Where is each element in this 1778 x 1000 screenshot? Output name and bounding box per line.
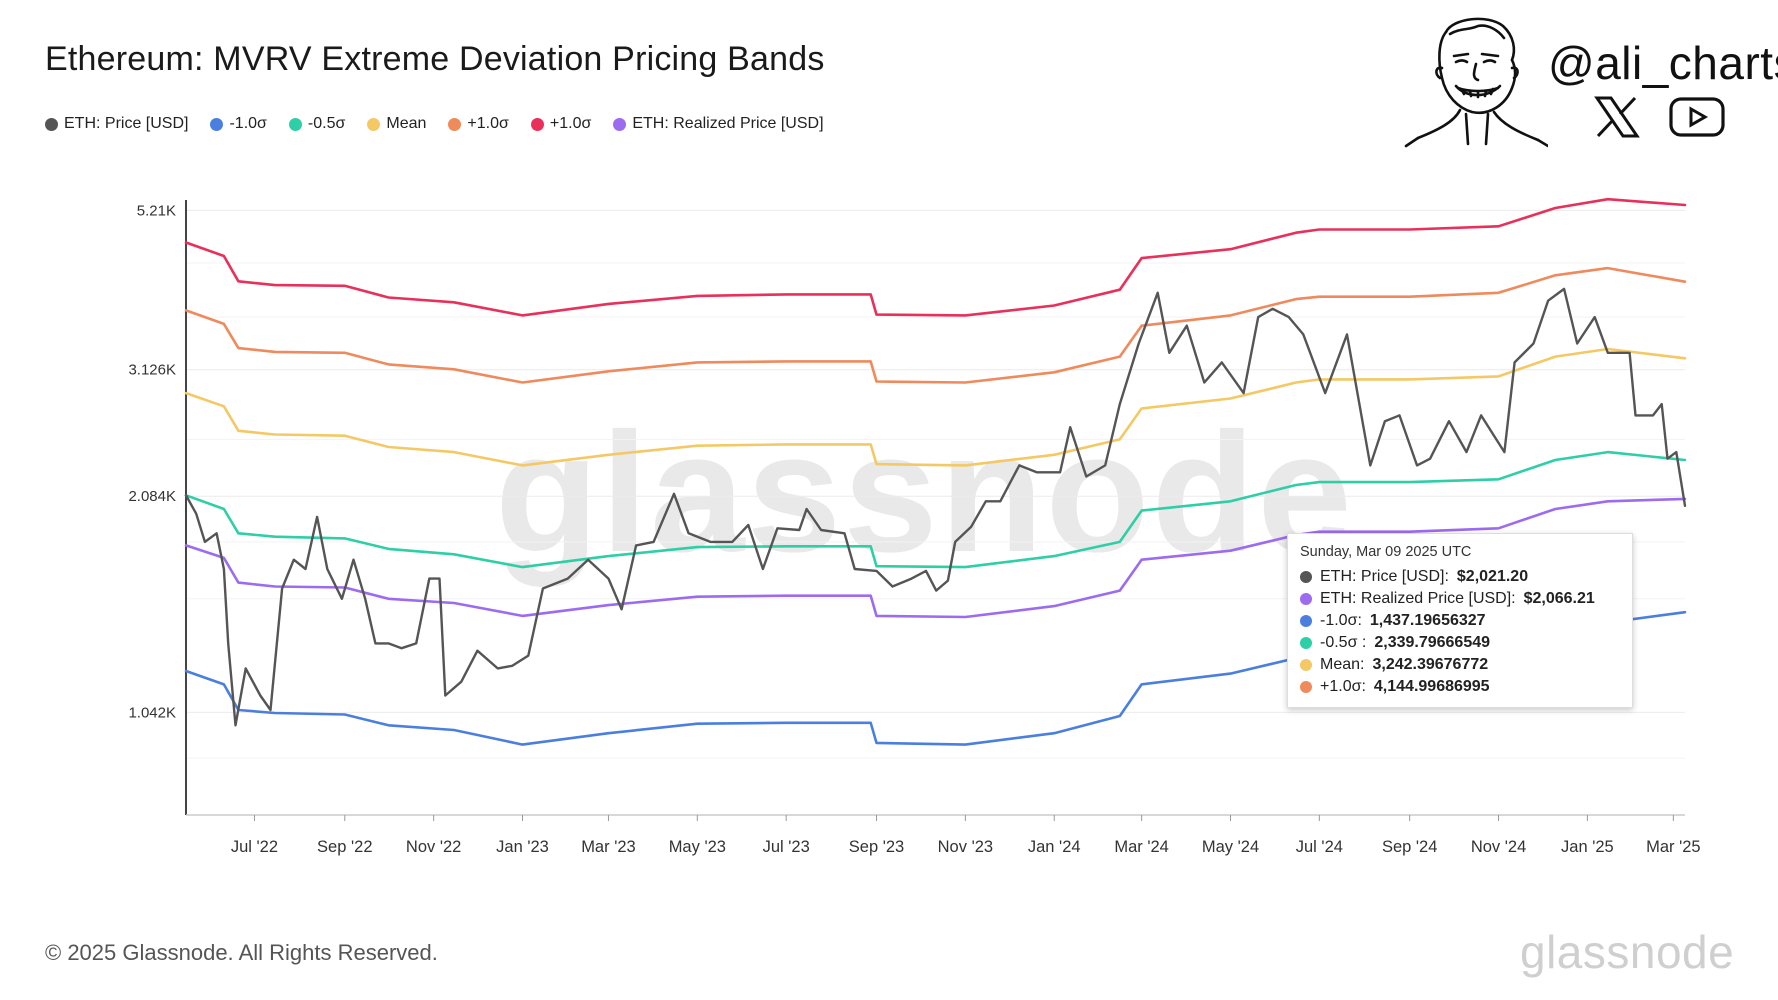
x-tick-label: Mar '23 [581, 838, 636, 856]
tooltip-label: Mean: [1320, 656, 1365, 673]
x-tick-label: Nov '22 [406, 838, 461, 856]
x-tick-label: Mar '25 [1646, 838, 1701, 856]
x-tick-label: Jul '23 [763, 838, 810, 856]
y-tick-label: 3.126K [128, 362, 176, 379]
x-tick-label: May '24 [1202, 838, 1259, 856]
legend-item[interactable]: -1.0σ [210, 115, 267, 133]
x-tick-label: Sep '24 [1382, 838, 1437, 856]
tooltip-value: 1,437.19656327 [1369, 612, 1486, 629]
x-tick-label: Nov '23 [938, 838, 993, 856]
tooltip-dot-icon [1300, 659, 1312, 671]
tooltip-row: ETH: Realized Price [USD]: $2,066.21 [1300, 588, 1620, 610]
legend-label: ETH: Price [USD] [64, 115, 189, 132]
tooltip-value: 2,339.79666549 [1374, 634, 1491, 651]
legend-label: +1.0σ [467, 115, 509, 132]
legend-label: ETH: Realized Price [USD] [632, 115, 824, 132]
tooltip-value: $2,021.20 [1456, 568, 1529, 585]
series-line [184, 450, 1687, 569]
x-tick-label: Jan '24 [1028, 838, 1081, 856]
legend-item[interactable]: ETH: Realized Price [USD] [613, 115, 824, 133]
x-tick-label: Jan '23 [496, 838, 549, 856]
legend-item[interactable]: ETH: Price [USD] [45, 115, 188, 133]
page-title: Ethereum: MVRV Extreme Deviation Pricing… [45, 40, 825, 78]
branding-header: @ali_charts [1398, 8, 1778, 158]
legend-label: -1.0σ [229, 115, 267, 132]
tooltip-label: -1.0σ: [1320, 612, 1362, 629]
legend-dot-icon [288, 117, 302, 131]
x-tick-label: Mar '24 [1114, 838, 1169, 856]
legend-dot-icon [448, 117, 462, 131]
chart-legend: ETH: Price [USD] -1.0σ -0.5σ Mean +1.0σ +1.0σ… [45, 115, 824, 133]
tooltip-row: +1.0σ: 4,144.99686995 [1300, 676, 1620, 698]
youtube-icon[interactable] [1668, 96, 1726, 138]
meme-face-avatar [1404, 17, 1548, 148]
legend-label: -0.5σ [307, 115, 346, 132]
legend-label: +1.0σ [549, 115, 592, 132]
tooltip-label: ETH: Realized Price [USD]: [1320, 590, 1516, 607]
x-tick-label: Sep '22 [317, 838, 372, 856]
tooltip-label: -0.5σ : [1320, 634, 1367, 651]
y-tick-label: 5.21K [137, 202, 176, 219]
tooltip-dot-icon [1300, 571, 1312, 583]
tooltip-value: $2,066.21 [1523, 590, 1595, 607]
legend-dot-icon [367, 117, 381, 131]
legend-dot-icon [530, 117, 544, 131]
data-tooltip: Sunday, Mar 09 2025 UTC ETH: Price [USD]… [1287, 533, 1633, 708]
x-tick-label: Jan '25 [1561, 838, 1614, 856]
legend-item[interactable]: +1.0σ [448, 115, 509, 133]
tooltip-dot-icon [1300, 615, 1312, 627]
tooltip-dot-icon [1300, 593, 1312, 605]
series-line [184, 197, 1687, 317]
y-tick-label: 2.084K [128, 488, 176, 505]
author-handle: @ali_charts [1548, 37, 1778, 89]
tooltip-label: +1.0σ: [1320, 678, 1366, 695]
y-tick-label: 1.042K [128, 704, 176, 721]
legend-dot-icon [210, 117, 224, 131]
tooltip-value: 4,144.99686995 [1373, 678, 1490, 695]
legend-item[interactable]: +1.0σ [530, 115, 592, 133]
copyright-text: © 2025 Glassnode. All Rights Reserved. [45, 940, 438, 965]
x-tick-label: Nov '24 [1471, 838, 1526, 856]
legend-item[interactable]: -0.5σ [288, 115, 346, 133]
series-line [184, 287, 1687, 727]
tooltip-row: ETH: Price [USD]: $2,021.20 [1300, 566, 1620, 588]
series-line [184, 266, 1687, 384]
x-tick-label: Jul '24 [1296, 838, 1343, 856]
legend-dot-icon [613, 117, 627, 131]
tooltip-date: Sunday, Mar 09 2025 UTC [1300, 544, 1472, 560]
x-tick-label: Sep '23 [849, 838, 904, 856]
legend-item[interactable]: Mean [367, 115, 426, 133]
tooltip-label: ETH: Price [USD]: [1320, 568, 1449, 585]
legend-label: Mean [386, 115, 427, 132]
tooltip-dot-icon [1300, 681, 1312, 693]
tooltip-value: 3,242.39676772 [1372, 656, 1489, 673]
series-line [184, 347, 1687, 467]
brand-logo: glassnode [1520, 926, 1735, 978]
tooltip-row: Mean: 3,242.39676772 [1300, 654, 1620, 676]
tooltip-dot-icon [1300, 637, 1312, 649]
tooltip-row: -1.0σ: 1,437.19656327 [1300, 610, 1620, 632]
x-tick-label: May '23 [669, 838, 726, 856]
x-logo-icon[interactable] [1594, 96, 1640, 138]
x-tick-label: Jul '22 [231, 838, 278, 856]
tooltip-row: -0.5σ : 2,339.79666549 [1300, 632, 1620, 654]
legend-dot-icon [45, 117, 58, 131]
